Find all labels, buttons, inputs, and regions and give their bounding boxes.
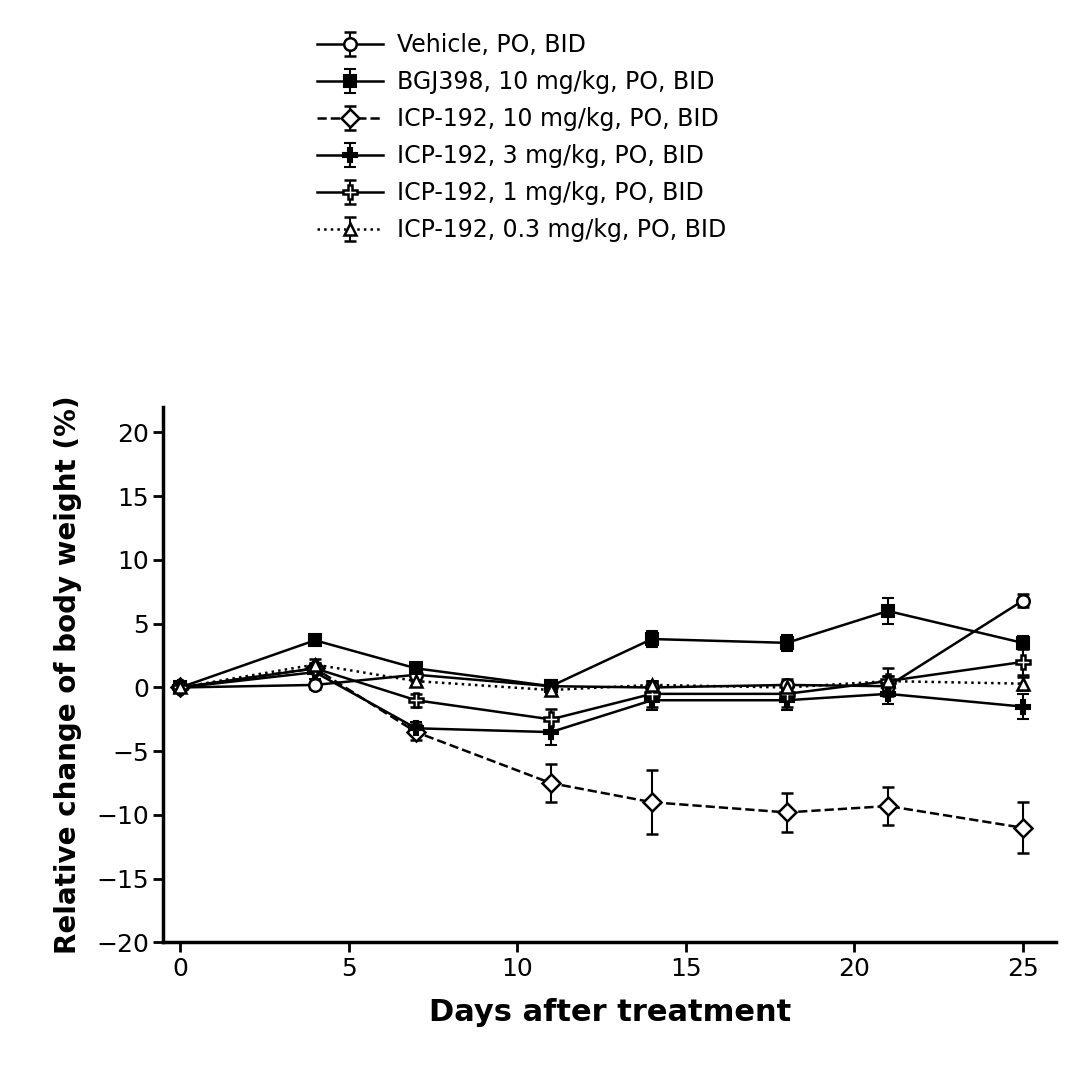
X-axis label: Days after treatment: Days after treatment	[429, 998, 791, 1027]
Y-axis label: Relative change of body weight (%): Relative change of body weight (%)	[54, 395, 82, 954]
Legend: Vehicle, PO, BID, BGJ398, 10 mg/kg, PO, BID, ICP-192, 10 mg/kg, PO, BID, ICP-192: Vehicle, PO, BID, BGJ398, 10 mg/kg, PO, …	[317, 33, 726, 242]
